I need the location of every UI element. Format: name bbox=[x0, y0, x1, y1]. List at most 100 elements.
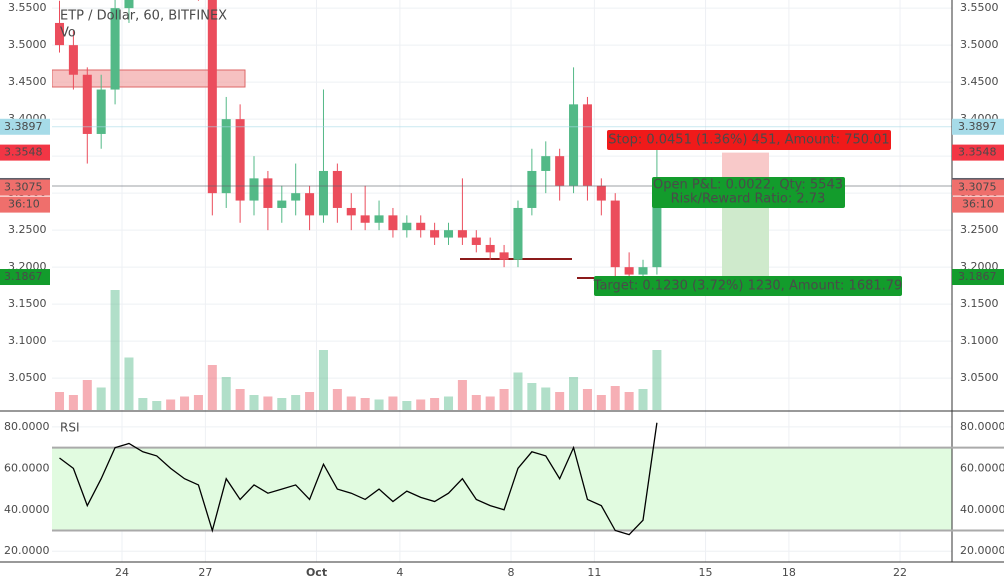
countdown: 36:10 bbox=[962, 198, 994, 211]
volume-bar bbox=[221, 377, 231, 410]
volume-bar bbox=[180, 396, 190, 410]
price-label: 3.1867 bbox=[4, 270, 43, 283]
x-tick-label: 11 bbox=[587, 566, 601, 579]
candle-body bbox=[416, 222, 426, 231]
candle-body bbox=[638, 267, 648, 275]
target-box bbox=[594, 276, 902, 296]
volume-bar bbox=[430, 398, 440, 410]
candle-body bbox=[499, 252, 509, 260]
x-tick-label: 15 bbox=[699, 566, 713, 579]
ratio-label: Risk/Reward Ratio: 2.73 bbox=[671, 192, 826, 207]
candle-body bbox=[555, 156, 565, 186]
y-tick-label: 3.2500 bbox=[960, 223, 999, 236]
volume-bar bbox=[555, 392, 565, 410]
pnl-box bbox=[652, 177, 845, 208]
stop-box bbox=[607, 130, 891, 150]
volume-bar bbox=[443, 396, 454, 410]
volume-bar bbox=[124, 357, 134, 410]
candle-body bbox=[388, 215, 398, 231]
candle-body bbox=[610, 200, 620, 268]
volume-bar bbox=[416, 399, 426, 410]
volume-bar bbox=[360, 398, 370, 410]
price-label-box bbox=[0, 269, 50, 286]
y-tick-label: 3.4500 bbox=[8, 75, 47, 88]
x-tick-label: 8 bbox=[508, 566, 515, 579]
candle-body bbox=[624, 267, 634, 275]
y-tick-label: 3.1000 bbox=[8, 334, 47, 347]
price-label-box bbox=[0, 144, 50, 161]
price-label: 3.3897 bbox=[958, 120, 997, 133]
x-tick-label: 24 bbox=[115, 566, 129, 579]
candle-body bbox=[374, 215, 384, 223]
y-tick-label: 3.1500 bbox=[960, 297, 999, 310]
y-tick-label: 80.0000 bbox=[960, 420, 1004, 433]
volume-bar bbox=[457, 380, 467, 410]
volume-bar bbox=[582, 389, 592, 410]
y-tick-label: 20.0000 bbox=[960, 544, 1004, 557]
rsi-band bbox=[52, 447, 952, 531]
x-tick-label: Oct bbox=[306, 566, 327, 579]
volume-bar bbox=[318, 350, 328, 410]
volume-bar bbox=[277, 398, 287, 410]
countdown-box bbox=[0, 196, 50, 213]
candle-body bbox=[569, 104, 579, 186]
target-label: Target: 0.1230 (3.72%) 1230, Amount: 168… bbox=[593, 279, 903, 294]
candle-body bbox=[54, 22, 65, 46]
candle-body bbox=[541, 156, 551, 171]
y-tick-label: 80.0000 bbox=[4, 420, 50, 433]
y-tick-label: 40.0000 bbox=[960, 503, 1004, 516]
y-tick-label: 60.0000 bbox=[4, 461, 50, 474]
x-tick-label: 27 bbox=[198, 566, 212, 579]
volume-bar bbox=[263, 396, 273, 410]
y-tick-label: 3.0500 bbox=[8, 371, 47, 384]
candle-body bbox=[110, 8, 120, 90]
volume-bar bbox=[402, 401, 412, 410]
candle-body bbox=[430, 230, 440, 238]
candle-body bbox=[513, 207, 523, 260]
price-label-box bbox=[0, 179, 50, 196]
volume-bar bbox=[527, 383, 537, 410]
y-tick-label: 3.0500 bbox=[960, 371, 999, 384]
candle-body bbox=[596, 185, 606, 201]
price-label-box bbox=[952, 118, 1004, 135]
price-label: 3.3075 bbox=[4, 181, 43, 194]
chart-title: ETP / Dollar, 60, BITFINEX bbox=[60, 9, 227, 24]
candle-body bbox=[332, 170, 342, 208]
candle-body bbox=[124, 0, 134, 9]
price-label-box bbox=[0, 118, 50, 135]
volume-bar bbox=[471, 395, 481, 410]
candle-body bbox=[527, 170, 537, 208]
candle-body bbox=[346, 207, 356, 216]
volume-bar bbox=[541, 387, 551, 410]
volume-bar bbox=[110, 290, 120, 410]
volume-bar bbox=[138, 398, 148, 410]
candle-body bbox=[96, 89, 106, 134]
candle-body bbox=[652, 185, 662, 268]
y-tick-label: 3.2500 bbox=[8, 223, 47, 236]
candle-body bbox=[82, 74, 92, 134]
y-tick-label: 40.0000 bbox=[4, 503, 50, 516]
volume-bar bbox=[610, 386, 620, 410]
candle-body bbox=[221, 119, 231, 194]
volume-bar bbox=[166, 399, 176, 410]
x-tick-label: 18 bbox=[782, 566, 796, 579]
price-label-box bbox=[952, 269, 1004, 286]
candle-body bbox=[291, 193, 301, 201]
candle-body bbox=[305, 193, 315, 216]
y-tick-label: 3.5000 bbox=[8, 38, 47, 51]
y-tick-label: 3.5500 bbox=[8, 1, 47, 14]
x-tick-label: 22 bbox=[893, 566, 907, 579]
y-tick-label: 3.5500 bbox=[960, 1, 999, 14]
volume-bar bbox=[235, 389, 245, 410]
candle-body bbox=[443, 230, 454, 238]
volume-bar bbox=[207, 365, 217, 410]
candle-body bbox=[235, 119, 245, 201]
y-tick-label: 3.1000 bbox=[960, 334, 999, 347]
volume-bar bbox=[152, 401, 162, 410]
price-label: 3.1867 bbox=[958, 270, 997, 283]
volume-bar bbox=[54, 392, 65, 410]
price-label: 3.3548 bbox=[4, 146, 43, 159]
volume-bar bbox=[569, 377, 579, 410]
